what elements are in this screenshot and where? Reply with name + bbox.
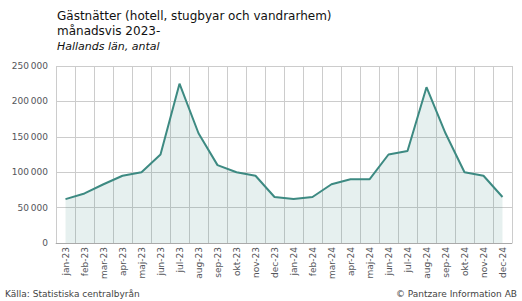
- svg-text:mar-24: mar-24: [327, 247, 337, 279]
- svg-text:sep-23: sep-23: [213, 247, 223, 278]
- svg-text:50 000: 50 000: [18, 203, 49, 213]
- svg-text:jun-23: jun-23: [156, 247, 166, 277]
- svg-text:aug-24: aug-24: [422, 247, 432, 279]
- svg-text:nov-23: nov-23: [251, 247, 261, 278]
- svg-text:apr-24: apr-24: [346, 247, 356, 276]
- svg-text:jan-24: jan-24: [289, 247, 299, 277]
- svg-text:100 000: 100 000: [12, 167, 48, 177]
- svg-text:Gästnätter (hotell, stugbyar o: Gästnätter (hotell, stugbyar och vandrar…: [57, 9, 332, 23]
- svg-text:mar-23: mar-23: [99, 247, 109, 279]
- svg-text:aug-23: aug-23: [194, 247, 204, 279]
- svg-text:© Pantzare Information AB: © Pantzare Information AB: [396, 289, 517, 299]
- svg-text:sep-24: sep-24: [441, 247, 451, 278]
- svg-text:apr-23: apr-23: [118, 247, 128, 276]
- svg-text:feb-23: feb-23: [80, 247, 90, 276]
- svg-text:Källa: Statistiska centralbyrå: Källa: Statistiska centralbyrån: [5, 289, 140, 299]
- svg-text:nov-24: nov-24: [479, 247, 489, 278]
- svg-text:dec-24: dec-24: [498, 247, 508, 278]
- svg-text:jan-23: jan-23: [61, 247, 71, 276]
- svg-text:månadsvis 2023-: månadsvis 2023-: [57, 24, 160, 38]
- svg-text:0: 0: [42, 238, 48, 248]
- svg-text:jun-24: jun-24: [384, 247, 394, 277]
- svg-text:okt-23: okt-23: [232, 247, 242, 276]
- svg-text:feb-24: feb-24: [308, 247, 318, 276]
- svg-text:dec-23: dec-23: [270, 247, 280, 278]
- svg-text:okt-24: okt-24: [460, 247, 470, 276]
- svg-text:maj-24: maj-24: [365, 247, 375, 279]
- svg-text:200 000: 200 000: [12, 96, 48, 106]
- svg-text:jul-24: jul-24: [403, 247, 413, 274]
- svg-text:250 000: 250 000: [12, 61, 48, 71]
- svg-text:jul-23: jul-23: [175, 247, 185, 273]
- svg-text:Hallands län, antal: Hallands län, antal: [57, 40, 160, 53]
- svg-text:maj-23: maj-23: [137, 247, 147, 278]
- svg-text:150 000: 150 000: [12, 132, 48, 142]
